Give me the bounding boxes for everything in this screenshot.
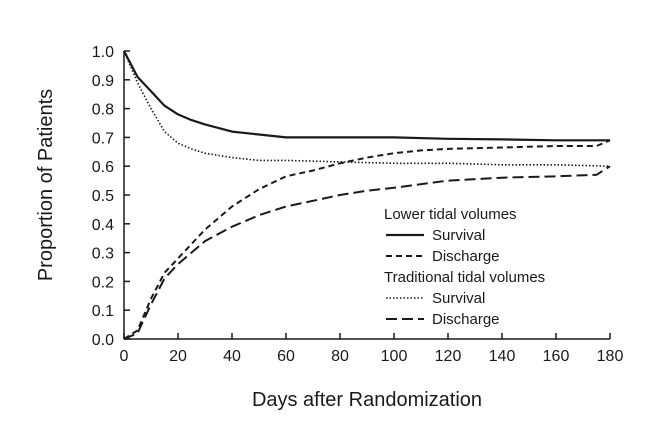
series-line-2 xyxy=(123,50,611,167)
y-tick-label: 0.4 xyxy=(92,217,114,234)
y-tick-label: 0.2 xyxy=(92,274,114,291)
x-tick-label: 40 xyxy=(223,348,241,365)
y-tick-label: 0.3 xyxy=(92,246,114,263)
legend-group-title: Traditional tidal volumes xyxy=(384,269,545,286)
y-tick-label: 0.6 xyxy=(92,159,114,176)
series-line-0 xyxy=(123,50,610,142)
legend-entry-label: Discharge xyxy=(432,248,500,265)
x-tick-label: 80 xyxy=(331,348,349,365)
x-axis-ticks: 0 20 40 60 80 100 120 140 160 180 xyxy=(120,333,624,365)
x-tick-label: 140 xyxy=(489,348,516,365)
y-axis-title: Proportion of Patients xyxy=(35,89,57,281)
legend: Lower tidal volumes Survival Discharge Trad… xyxy=(384,206,545,328)
y-tick-label: 1.0 xyxy=(92,44,114,61)
y-axis-ticks: 0.0 0.1 0.2 0.3 0.4 0.5 0.6 0.7 0.8 0.9 1.0 xyxy=(92,44,130,349)
legend-group-title: Lower tidal volumes xyxy=(384,206,517,223)
legend-entry-label: Survival xyxy=(432,290,485,307)
x-tick-label: 180 xyxy=(597,348,624,365)
legend-entry-label: Discharge xyxy=(432,311,500,328)
x-tick-label: 60 xyxy=(277,348,295,365)
y-tick-label: 0.8 xyxy=(92,102,114,119)
x-tick-label: 160 xyxy=(543,348,570,365)
y-tick-label: 0.9 xyxy=(92,73,114,90)
x-axis-title: Days after Randomization xyxy=(252,389,482,411)
y-tick-label: 0.7 xyxy=(92,130,114,147)
y-tick-label: 0.1 xyxy=(92,303,114,320)
series-line-1 xyxy=(123,139,611,340)
x-tick-label: 120 xyxy=(435,348,462,365)
x-tick-label: 0 xyxy=(120,348,129,365)
y-tick-label: 0.0 xyxy=(92,332,114,349)
x-tick-label: 100 xyxy=(381,348,408,365)
series-lines xyxy=(123,50,611,340)
legend-entry-label: Survival xyxy=(432,227,485,244)
series-line-3 xyxy=(123,165,611,340)
x-tick-label: 20 xyxy=(169,348,187,365)
y-tick-label: 0.5 xyxy=(92,188,114,205)
